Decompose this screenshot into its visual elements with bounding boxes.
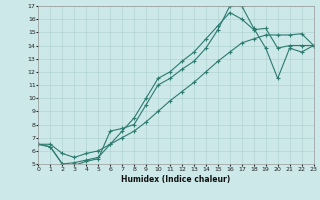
X-axis label: Humidex (Indice chaleur): Humidex (Indice chaleur) bbox=[121, 175, 231, 184]
